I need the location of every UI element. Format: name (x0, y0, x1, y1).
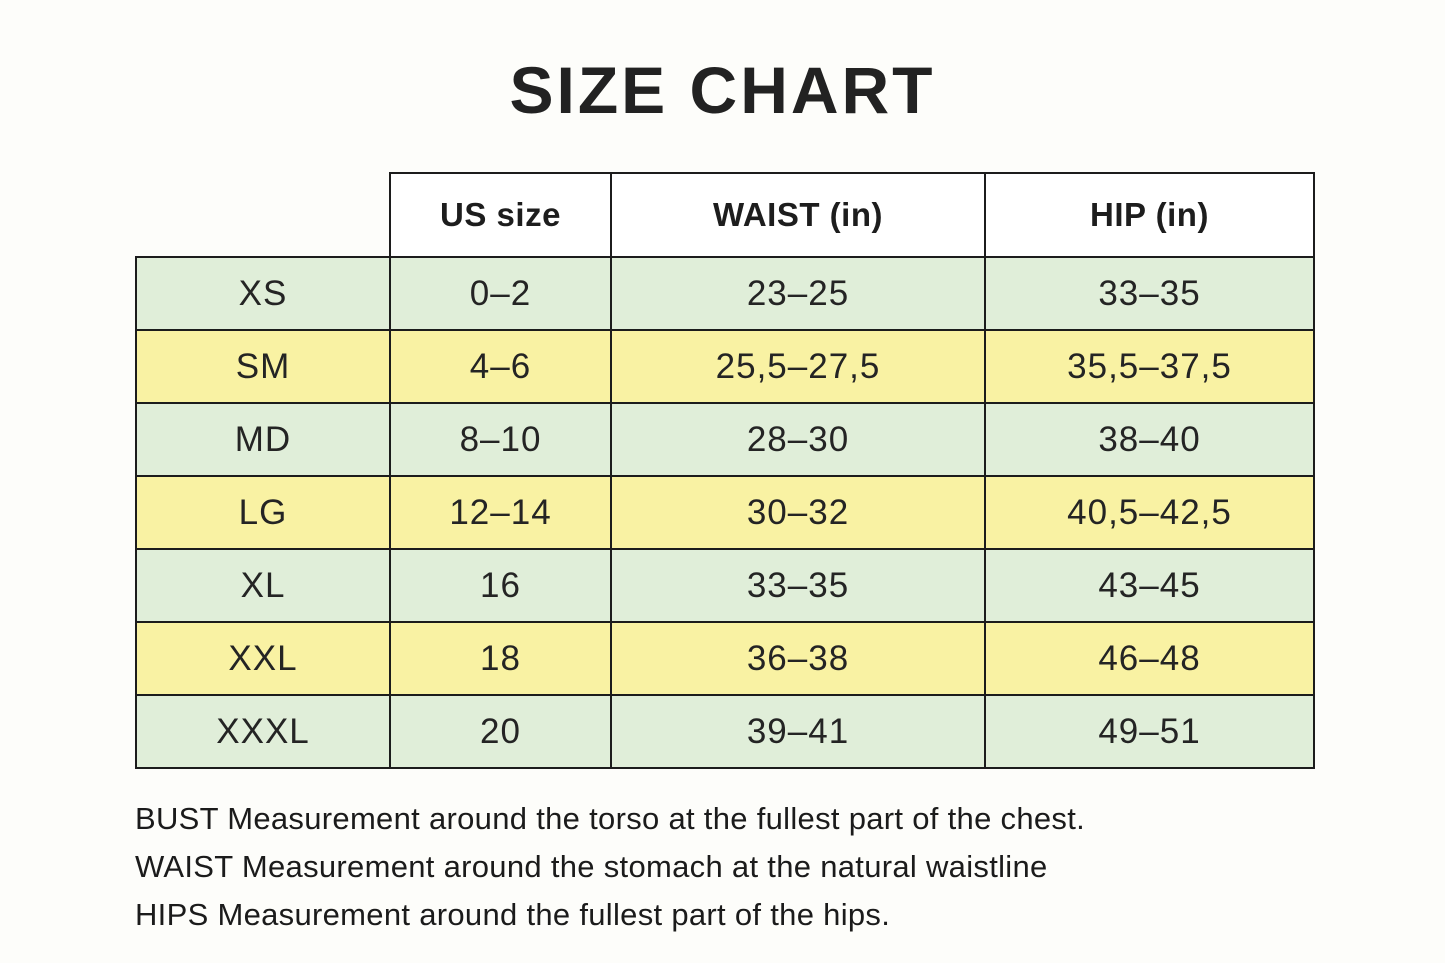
header-cell-us-size: US size (389, 172, 612, 258)
waist-cell: 23–25 (610, 256, 986, 331)
waist-cell: 30–32 (610, 475, 986, 550)
page-title: SIZE CHART (509, 53, 936, 127)
waist-cell: 28–30 (610, 402, 986, 477)
note-waist: WAIST Measurement around the stomach at … (135, 849, 1048, 884)
header-cell-waist: WAIST (in) (610, 172, 986, 258)
hip-cell: 43–45 (984, 548, 1315, 623)
size-table: US size WAIST (in) HIP (in) XS 0–2 23–25 33… (135, 172, 1315, 769)
size-name-cell: XL (135, 548, 391, 623)
us-size-cell: 4–6 (389, 329, 612, 404)
us-size-cell: 12–14 (389, 475, 612, 550)
us-size-cell: 8–10 (389, 402, 612, 477)
size-name-cell: MD (135, 402, 391, 477)
us-size-cell: 18 (389, 621, 612, 696)
header-row: US size WAIST (in) HIP (in) (136, 172, 1315, 258)
hip-cell: 38–40 (984, 402, 1315, 477)
header-cell-blank (136, 173, 390, 257)
size-name-cell: LG (135, 475, 391, 550)
table-row-md: MD 8–10 28–30 38–40 (135, 402, 1315, 477)
waist-cell: 33–35 (610, 548, 986, 623)
table-row-xxxl: XXXL 20 39–41 49–51 (135, 694, 1315, 769)
us-size-cell: 16 (389, 548, 612, 623)
hip-cell: 33–35 (984, 256, 1315, 331)
table-row-sm: SM 4–6 25,5–27,5 35,5–37,5 (135, 329, 1315, 404)
hip-cell: 40,5–42,5 (984, 475, 1315, 550)
table-row-lg: LG 12–14 30–32 40,5–42,5 (135, 475, 1315, 550)
size-name-cell: XS (135, 256, 391, 331)
waist-cell: 36–38 (610, 621, 986, 696)
us-size-cell: 20 (389, 694, 612, 769)
waist-cell: 39–41 (610, 694, 986, 769)
header-cell-hip: HIP (in) (984, 172, 1315, 258)
measurement-notes: BUST Measurement around the torso at the… (135, 795, 1335, 939)
size-name-cell: SM (135, 329, 391, 404)
table-row-xl: XL 16 33–35 43–45 (135, 548, 1315, 623)
waist-cell: 25,5–27,5 (610, 329, 986, 404)
note-hips: HIPS Measurement around the fullest part… (135, 897, 891, 932)
table-row-xxl: XXL 18 36–38 46–48 (135, 621, 1315, 696)
hip-cell: 35,5–37,5 (984, 329, 1315, 404)
size-name-cell: XXXL (135, 694, 391, 769)
hip-cell: 49–51 (984, 694, 1315, 769)
table-row-xs: XS 0–2 23–25 33–35 (135, 256, 1315, 331)
note-bust: BUST Measurement around the torso at the… (135, 801, 1086, 836)
hip-cell: 46–48 (984, 621, 1315, 696)
size-name-cell: XXL (135, 621, 391, 696)
us-size-cell: 0–2 (389, 256, 612, 331)
